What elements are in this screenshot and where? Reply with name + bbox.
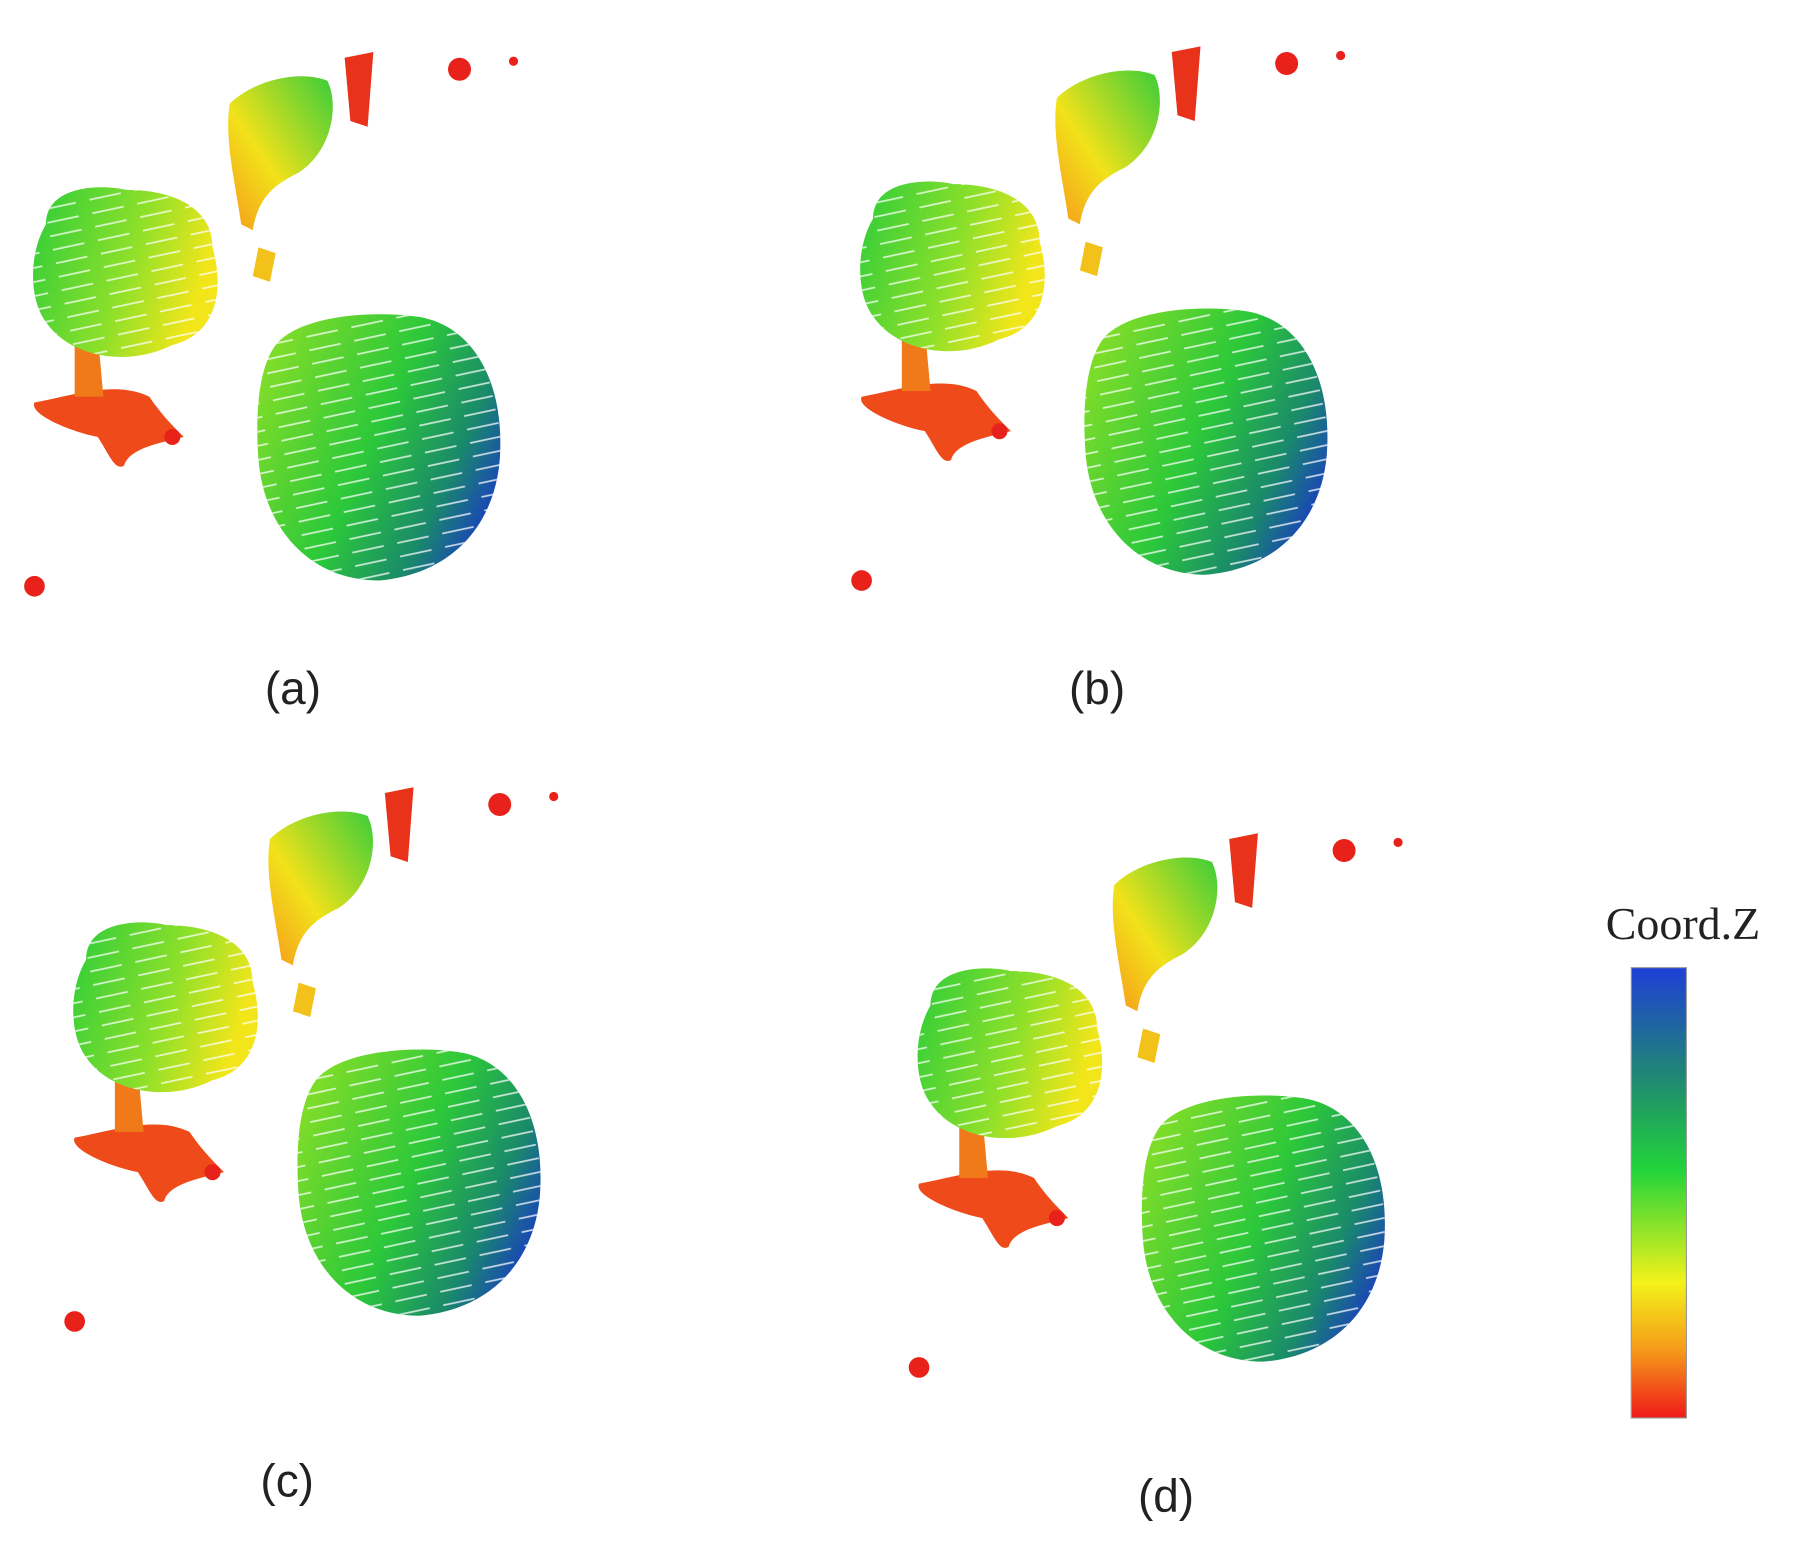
colorbar (1630, 967, 1687, 1419)
panel-label: (d) (1138, 1470, 1194, 1522)
panel-label: (c) (260, 1455, 314, 1507)
point-cloud (24, 52, 519, 597)
colorbar-title: Coord.Z (1606, 898, 1760, 949)
point-cloud (908, 833, 1403, 1378)
point-cloud (64, 787, 559, 1332)
panel-label: (b) (1069, 662, 1125, 714)
point-cloud (851, 46, 1346, 591)
panel-label: (a) (265, 662, 321, 714)
